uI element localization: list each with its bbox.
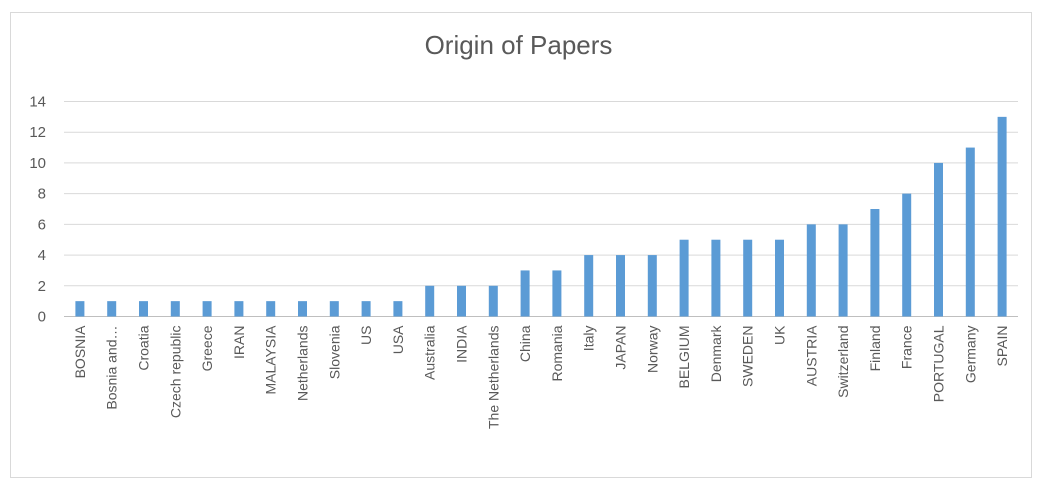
x-category-label: UK xyxy=(772,325,788,345)
bar xyxy=(107,301,117,317)
bar xyxy=(520,270,530,317)
y-axis-ticks: 0 2 4 6 8 10 12 14 xyxy=(29,94,46,326)
y-tick-label: 6 xyxy=(38,216,46,233)
y-tick-label: 8 xyxy=(38,186,46,203)
bar xyxy=(743,239,753,317)
bars xyxy=(75,116,1007,317)
x-category-label: AUSTRIA xyxy=(803,325,819,386)
x-category-label: France xyxy=(899,325,915,369)
x-category-label: The Netherlands xyxy=(485,326,501,430)
y-tick-label: 4 xyxy=(38,247,46,264)
x-category-label: Slovenia xyxy=(326,325,342,379)
bar xyxy=(170,301,180,317)
bar xyxy=(679,239,689,317)
x-category-label: Italy xyxy=(581,326,597,352)
x-category-label: BOSNIA xyxy=(72,325,88,379)
x-category-label: MALAYSIA xyxy=(263,325,279,395)
x-category-label: Greece xyxy=(199,325,215,371)
y-tick-label: 14 xyxy=(29,94,46,111)
bar xyxy=(425,285,435,317)
chart-title: Origin of Papers xyxy=(424,30,613,60)
bar xyxy=(965,147,975,317)
bar xyxy=(806,224,816,317)
x-category-label: Finland xyxy=(867,326,883,372)
y-tick-label: 12 xyxy=(29,124,46,141)
bar xyxy=(616,255,625,317)
x-category-label: Bosnia and… xyxy=(104,326,120,410)
x-category-label: INDIA xyxy=(454,325,470,363)
x-category-label: PORTUGAL xyxy=(931,325,947,402)
bar xyxy=(488,285,498,317)
bar xyxy=(775,239,784,317)
bar xyxy=(711,239,721,317)
bar xyxy=(139,301,148,317)
x-category-label: BELGIUM xyxy=(676,326,692,389)
bar xyxy=(457,285,466,317)
bar xyxy=(329,301,339,317)
bar xyxy=(902,193,912,317)
x-category-label: Croatia xyxy=(136,325,152,370)
x-category-label: IRAN xyxy=(231,326,247,359)
x-category-label: Czech republic xyxy=(167,326,183,419)
bar xyxy=(298,301,307,317)
bar xyxy=(393,301,403,317)
x-category-label: Germany xyxy=(962,326,978,384)
bar xyxy=(266,301,276,317)
bar xyxy=(75,301,85,317)
bar xyxy=(934,162,943,317)
x-category-label: China xyxy=(517,325,533,362)
y-tick-label: 10 xyxy=(29,155,46,172)
bar xyxy=(997,116,1007,317)
x-category-label: US xyxy=(358,326,374,345)
x-category-label: JAPAN xyxy=(613,326,629,370)
x-category-label: Norway xyxy=(644,326,660,373)
chart-frame xyxy=(10,12,1032,478)
y-tick-label: 0 xyxy=(38,309,46,326)
bar xyxy=(647,255,657,317)
x-category-label: Denmark xyxy=(708,325,724,383)
x-category-label: Switzerland xyxy=(835,326,851,398)
x-category-label: Romania xyxy=(549,325,565,381)
y-tick-label: 2 xyxy=(38,278,46,295)
x-axis-labels: BOSNIA Bosnia and… Croatia Czech republic Gr… xyxy=(72,325,1010,430)
x-category-label: Australia xyxy=(422,325,438,380)
bar xyxy=(202,301,212,317)
x-category-label: Netherlands xyxy=(295,326,311,402)
bar xyxy=(838,224,848,317)
bar xyxy=(234,301,244,317)
bar xyxy=(361,301,371,317)
x-category-label: SPAIN xyxy=(994,326,1010,367)
gridlines xyxy=(64,101,1018,317)
x-category-label: USA xyxy=(390,325,406,354)
bar xyxy=(552,270,562,317)
bar xyxy=(870,209,880,317)
bar xyxy=(584,255,594,317)
x-category-label: SWEDEN xyxy=(740,326,756,387)
